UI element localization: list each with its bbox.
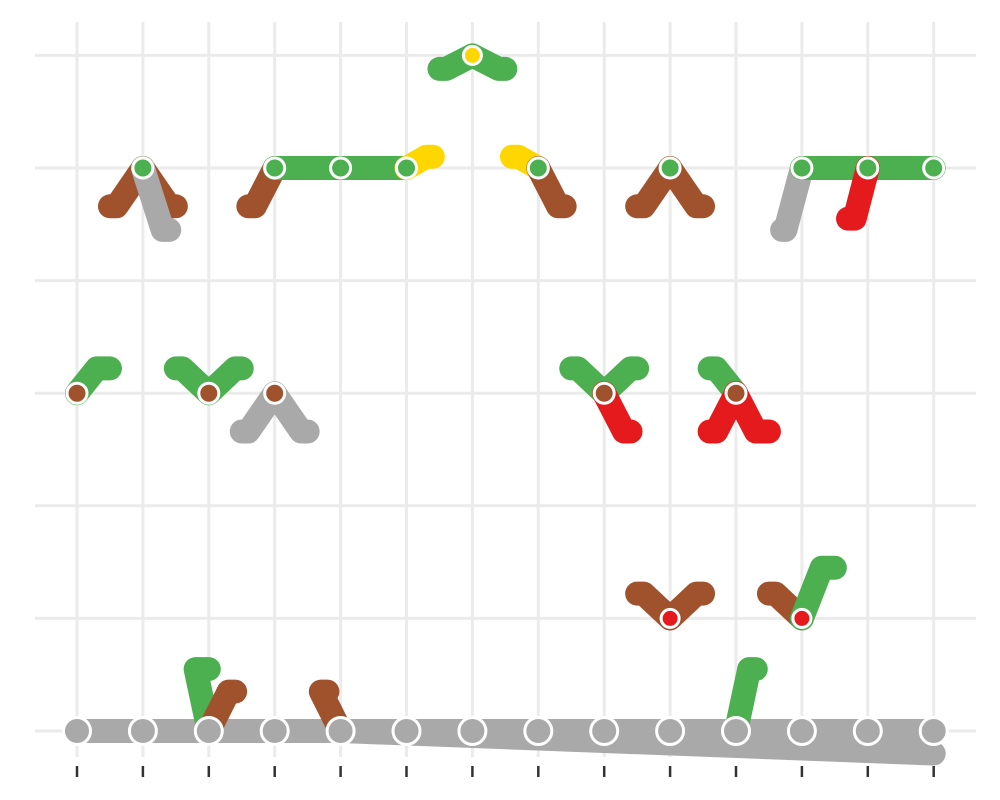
link-gray xyxy=(770,156,814,242)
node-green xyxy=(658,156,682,180)
link-brown xyxy=(97,156,155,219)
link-brown xyxy=(625,581,683,631)
node-gray xyxy=(852,716,883,746)
node-gray xyxy=(391,716,422,746)
link-gray xyxy=(229,381,287,444)
link-brown xyxy=(658,581,716,631)
node-gray xyxy=(127,716,158,746)
node-red xyxy=(791,607,813,629)
node-green xyxy=(131,156,155,180)
node-brown xyxy=(592,381,616,405)
node-brown xyxy=(263,381,287,405)
node-red xyxy=(659,607,681,629)
node-gray xyxy=(62,716,92,746)
node-green xyxy=(922,156,946,180)
link-red xyxy=(724,381,781,444)
node-green xyxy=(856,156,880,180)
link-gray xyxy=(328,719,946,766)
node-brown xyxy=(724,381,748,405)
node-green xyxy=(263,156,287,180)
link-brown xyxy=(526,156,577,219)
node-gray xyxy=(786,716,817,746)
node-green xyxy=(329,156,353,180)
node-gray xyxy=(325,716,356,746)
gridlines xyxy=(35,22,976,757)
node-green xyxy=(526,156,550,180)
node-gray xyxy=(457,716,488,746)
link-green xyxy=(592,356,650,406)
nodes-layer xyxy=(62,44,949,746)
link-green xyxy=(559,356,617,406)
node-gray xyxy=(193,716,224,746)
node-brown xyxy=(197,381,221,405)
node-green xyxy=(790,156,814,180)
x-axis-ticks xyxy=(75,766,935,777)
link-brown xyxy=(236,156,287,219)
link-green xyxy=(183,657,221,743)
node-gray xyxy=(721,716,751,746)
node-gray xyxy=(259,716,290,746)
link-gray xyxy=(262,381,320,444)
link-brown xyxy=(658,156,716,219)
node-gray xyxy=(655,716,686,746)
link-green xyxy=(789,555,847,631)
node-green xyxy=(395,156,418,180)
link-green xyxy=(724,657,768,743)
node-yellow xyxy=(461,44,483,66)
node-gray xyxy=(523,716,554,746)
node-gray xyxy=(918,716,949,746)
link-gray xyxy=(130,156,182,242)
link-green xyxy=(163,356,221,406)
link-green xyxy=(196,356,254,406)
node-gray xyxy=(589,716,620,746)
link-red xyxy=(836,156,880,231)
link-brown xyxy=(625,156,683,219)
link-red xyxy=(592,381,643,444)
node-brown xyxy=(65,381,89,405)
